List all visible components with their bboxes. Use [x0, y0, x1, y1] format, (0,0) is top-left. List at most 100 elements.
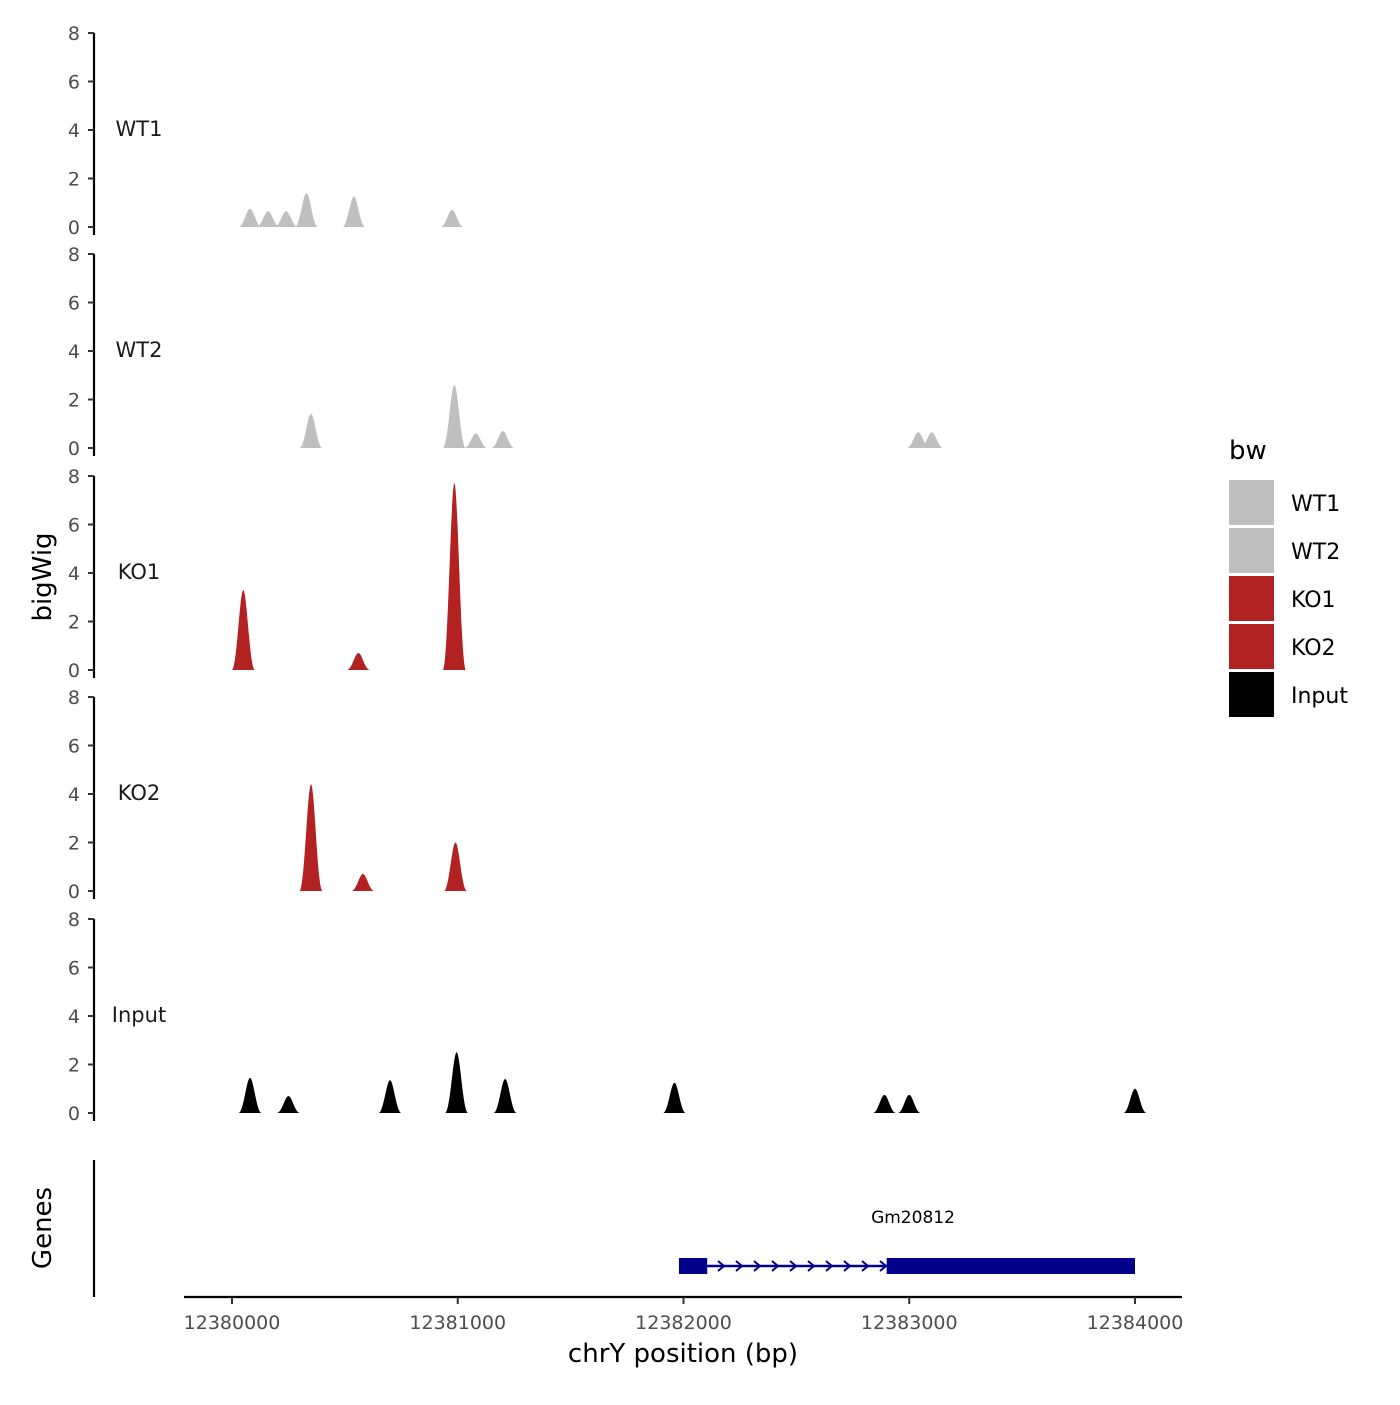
peak — [294, 193, 319, 227]
x-tick-label: 12380000 — [184, 1312, 281, 1334]
strand-arrow — [735, 1260, 744, 1272]
strand-arrow — [825, 1260, 834, 1272]
peak — [442, 384, 466, 448]
track-label: KO1 — [118, 560, 161, 584]
gene-name-label: Gm20812 — [871, 1208, 955, 1228]
y-tick-label: 6 — [68, 293, 80, 315]
y-tick-label: 0 — [68, 438, 80, 460]
peak — [238, 1077, 262, 1113]
gene-layer: Gm20812 — [92, 1160, 1135, 1297]
peak — [906, 432, 930, 448]
genes-axis-title: Genes — [28, 1187, 58, 1269]
legend-label: Input — [1291, 684, 1348, 709]
y-tick-label: 8 — [68, 23, 80, 45]
strand-arrow — [771, 1260, 780, 1272]
legend: bw WT1 WT2 KO1 KO2 Input — [1229, 436, 1348, 717]
peak — [351, 874, 375, 891]
peak — [274, 211, 298, 227]
gene-exon — [886, 1258, 1135, 1274]
y-tick-label: 8 — [68, 244, 80, 266]
peak — [872, 1094, 897, 1113]
y-tick-label: 0 — [68, 1103, 80, 1125]
strand-arrow — [843, 1260, 852, 1272]
strand-arrow — [879, 1260, 888, 1272]
y-tick-label: 4 — [68, 784, 80, 806]
strand-arrow — [753, 1260, 762, 1272]
peak — [491, 431, 515, 448]
x-axis-title: chrY position (bp) — [568, 1339, 798, 1369]
peak — [897, 1094, 921, 1113]
y-tick-label: 2 — [68, 169, 80, 191]
legend-swatch-ko2 — [1229, 624, 1274, 669]
y-tick-label: 0 — [68, 660, 80, 682]
legend-label: KO2 — [1291, 636, 1336, 661]
track-label: WT1 — [116, 117, 163, 141]
peak — [445, 1052, 469, 1113]
y-tick-label: 2 — [68, 390, 80, 412]
track-wt2: 0 2 4 6 8 WT2 — [68, 244, 944, 460]
y-tick-label: 6 — [68, 736, 80, 758]
strand-arrow — [717, 1260, 726, 1272]
track-ko2: 0 2 4 6 8 KO2 — [68, 687, 468, 903]
y-tick-label: 4 — [68, 341, 80, 363]
legend-title: bw — [1229, 436, 1267, 466]
legend-swatch-wt2 — [1229, 528, 1274, 573]
track-label: Input — [112, 1003, 166, 1027]
peak — [342, 196, 366, 227]
x-tick-label: 12384000 — [1087, 1312, 1184, 1334]
x-axis: 12380000 12381000 12382000 12383000 12384000 — [184, 1295, 1184, 1334]
track-label: WT2 — [116, 338, 163, 362]
track-ko1: 0 2 4 6 8 KO1 — [68, 466, 466, 682]
peak — [493, 1079, 517, 1113]
gene-exon — [678, 1258, 708, 1274]
y-tick-label: 6 — [68, 515, 80, 537]
y-tick-label: 0 — [68, 217, 80, 239]
y-axis-title: bigWig — [28, 532, 58, 621]
y-tick-label: 4 — [68, 1006, 80, 1028]
legend-swatch-input — [1229, 672, 1274, 717]
gene-model: Gm20812 — [678, 1208, 1135, 1274]
peak — [256, 211, 280, 227]
x-tick-label: 12381000 — [409, 1312, 506, 1334]
peak — [299, 414, 323, 448]
peak — [920, 432, 944, 448]
y-tick-label: 6 — [68, 72, 80, 94]
y-tick-label: 8 — [68, 909, 80, 931]
peak — [231, 589, 255, 670]
peak — [662, 1082, 687, 1113]
track-wt1: 0 2 4 6 8 WT1 — [68, 23, 464, 239]
peak — [464, 433, 488, 448]
strand-arrow — [789, 1260, 798, 1272]
y-tick-label: 8 — [68, 687, 80, 709]
y-tick-label: 2 — [68, 612, 80, 634]
peak — [1123, 1088, 1147, 1113]
tracks-layer: 0 2 4 6 8 WT1 0 2 4 6 8 WT2 0 2 4 6 8 KO1 0 2 4 6 8 KO2 0 2 4 6 8 Inp… — [68, 23, 1147, 1125]
peak — [442, 483, 466, 670]
peak — [378, 1080, 402, 1113]
peak — [276, 1096, 301, 1113]
x-tick-label: 12382000 — [635, 1312, 732, 1334]
y-tick-label: 4 — [68, 120, 80, 142]
peak — [299, 784, 323, 891]
legend-label: KO1 — [1291, 588, 1336, 613]
y-tick-label: 6 — [68, 958, 80, 980]
legend-label: WT2 — [1291, 540, 1340, 565]
legend-label: WT1 — [1291, 492, 1340, 517]
track-label: KO2 — [118, 781, 161, 805]
y-tick-label: 2 — [68, 1055, 80, 1077]
legend-swatch-wt1 — [1229, 480, 1274, 525]
legend-swatch-ko1 — [1229, 576, 1274, 621]
x-tick-label: 12383000 — [861, 1312, 958, 1334]
y-tick-label: 4 — [68, 563, 80, 585]
peak — [238, 208, 262, 227]
peak — [346, 653, 371, 670]
peak — [443, 842, 468, 891]
y-tick-label: 2 — [68, 833, 80, 855]
y-tick-label: 0 — [68, 881, 80, 903]
track-input: 0 2 4 6 8 Input — [68, 909, 1147, 1125]
strand-arrow — [807, 1260, 816, 1272]
peak — [440, 210, 464, 227]
strand-arrow — [861, 1260, 870, 1272]
